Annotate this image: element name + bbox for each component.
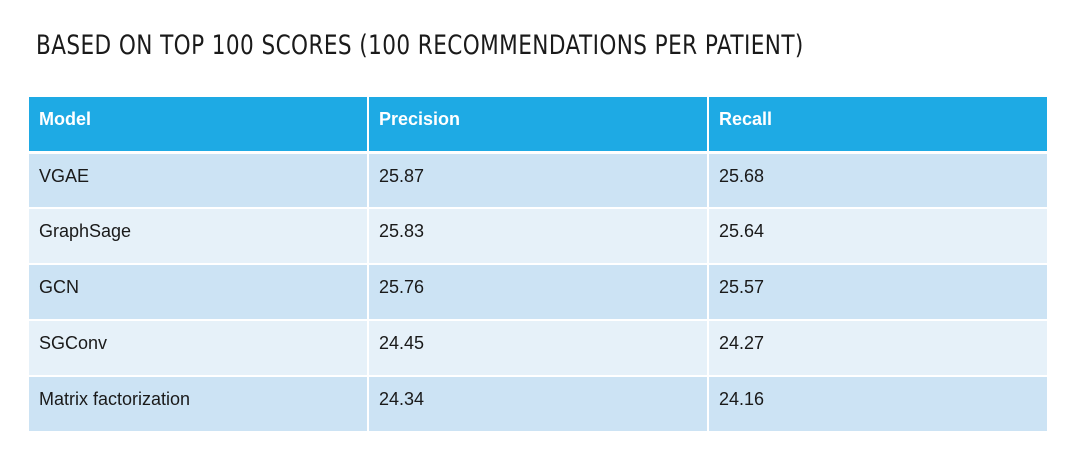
- slide-title: BASED ON TOP 100 SCORES (100 RECOMMENDAT…: [36, 30, 804, 61]
- header-precision: Precision: [367, 95, 709, 154]
- header-model: Model: [27, 95, 369, 154]
- table-body: VGAE 25.87 25.68 GraphSage 25.83 25.64 G…: [27, 151, 1049, 433]
- table-row: GCN 25.76 25.57: [27, 263, 1049, 321]
- cell-precision: 24.34: [367, 375, 709, 433]
- cell-recall: 25.68: [707, 151, 1049, 209]
- table-row: GraphSage 25.83 25.64: [27, 207, 1049, 265]
- cell-model: GraphSage: [27, 207, 369, 265]
- cell-model: VGAE: [27, 151, 369, 209]
- cell-recall: 24.16: [707, 375, 1049, 433]
- results-table: Model Precision Recall VGAE 25.87 25.68 …: [27, 95, 1049, 433]
- results-table-container: Model Precision Recall VGAE 25.87 25.68 …: [27, 95, 1049, 433]
- table-header: Model Precision Recall: [27, 95, 1049, 154]
- cell-model: GCN: [27, 263, 369, 321]
- cell-recall: 25.64: [707, 207, 1049, 265]
- header-recall: Recall: [707, 95, 1049, 154]
- cell-precision: 25.76: [367, 263, 709, 321]
- cell-recall: 24.27: [707, 319, 1049, 377]
- cell-precision: 24.45: [367, 319, 709, 377]
- cell-model: Matrix factorization: [27, 375, 369, 433]
- table-row: Matrix factorization 24.34 24.16: [27, 375, 1049, 433]
- table-row: VGAE 25.87 25.68: [27, 151, 1049, 209]
- cell-precision: 25.83: [367, 207, 709, 265]
- cell-recall: 25.57: [707, 263, 1049, 321]
- header-row: Model Precision Recall: [27, 95, 1049, 154]
- cell-precision: 25.87: [367, 151, 709, 209]
- cell-model: SGConv: [27, 319, 369, 377]
- table-row: SGConv 24.45 24.27: [27, 319, 1049, 377]
